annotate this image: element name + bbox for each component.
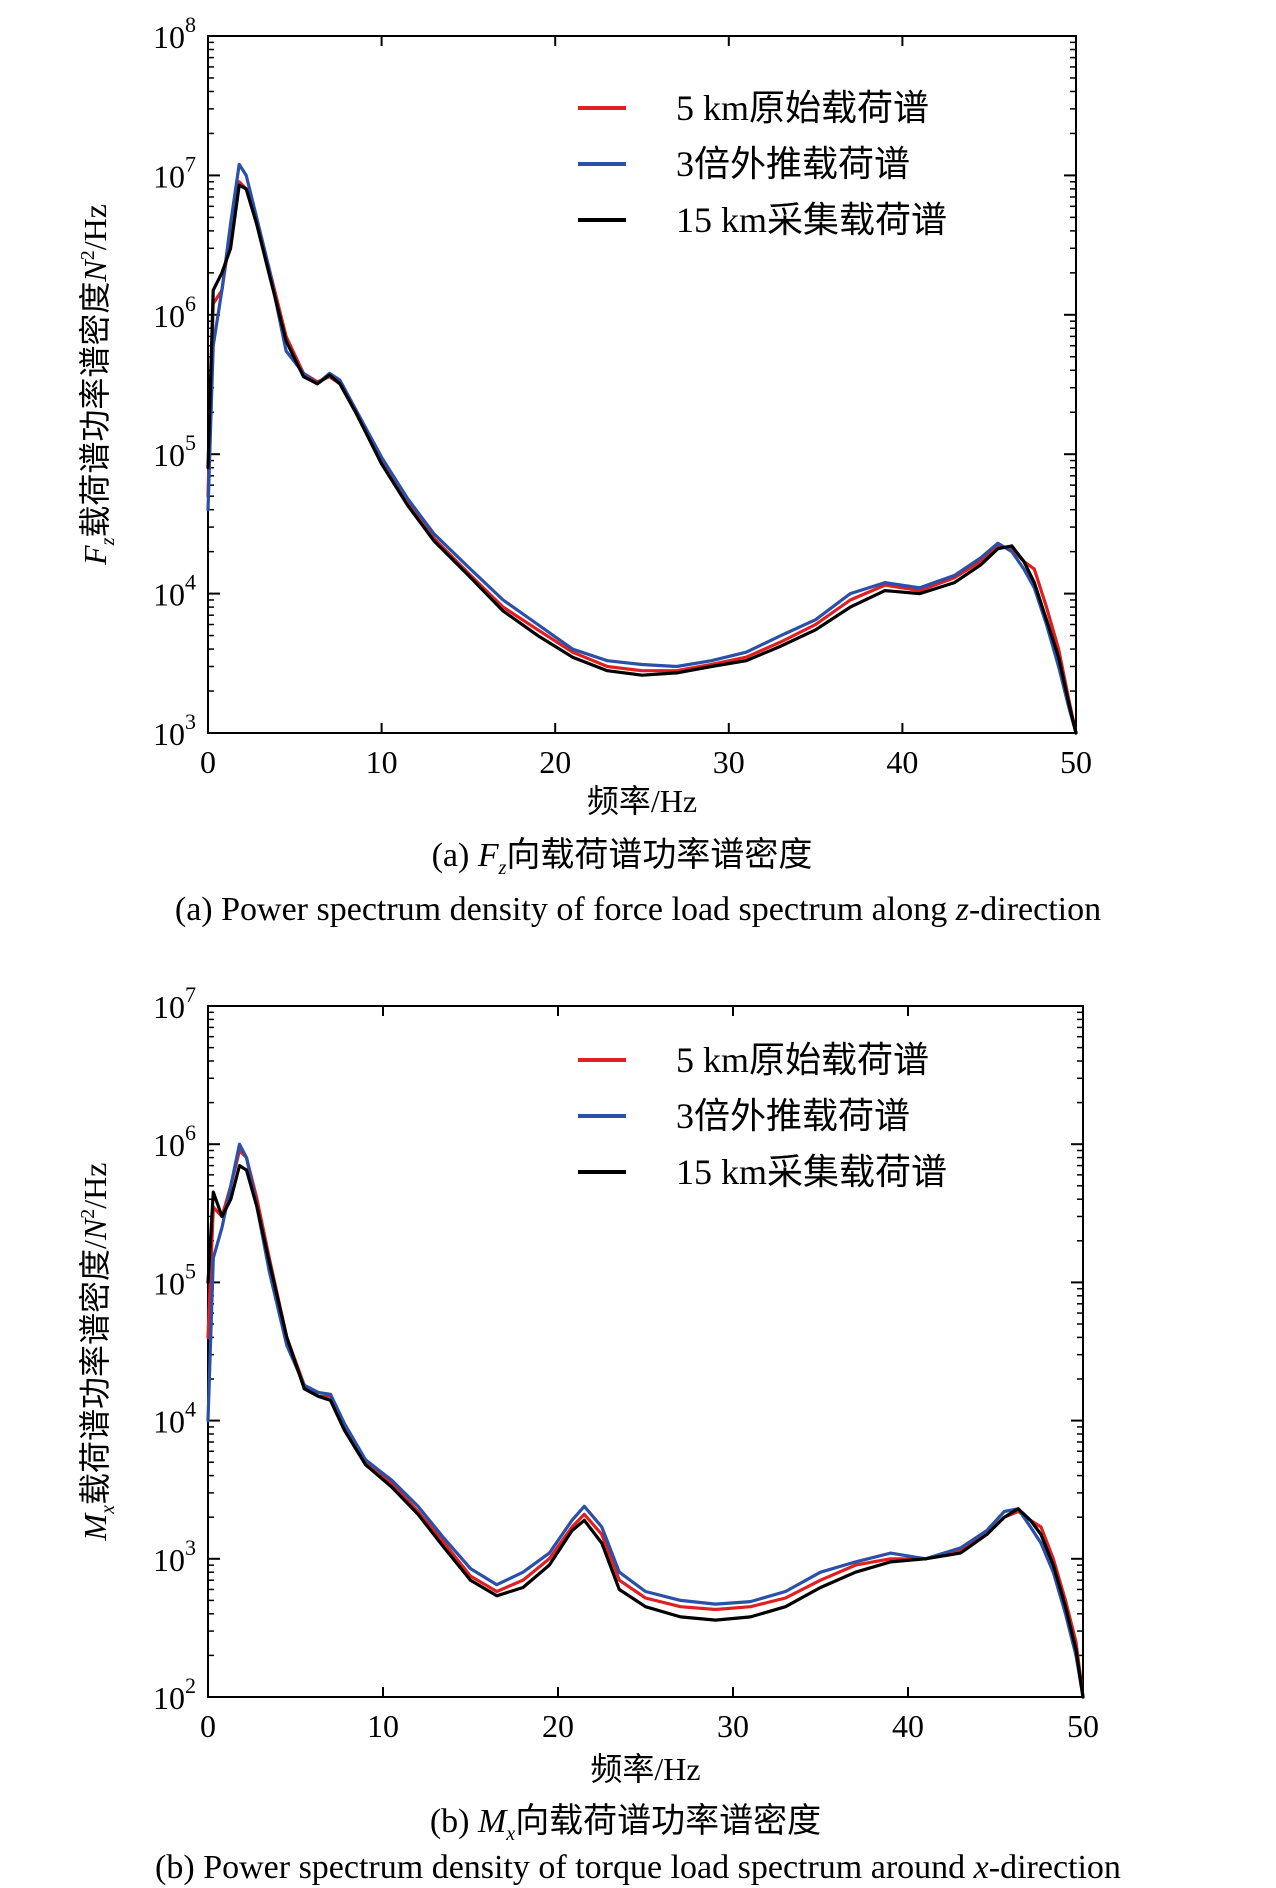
y-tick-exponent: 8 (185, 12, 196, 37)
y-axis-unit-exp: 2 (77, 1209, 99, 1219)
caption-en-text-b: -direction (989, 1849, 1121, 1886)
y-tick-base: 10 (153, 716, 185, 752)
y-tick-base: 10 (153, 19, 185, 55)
caption-chinese: (a) Fz向载荷谱功率谱密度 (432, 836, 813, 879)
caption-chinese: (b) Mx向载荷谱功率谱密度 (430, 1802, 821, 1845)
plot-frame (207, 35, 1077, 734)
series-line-1 (206, 1142, 1085, 1699)
plot-frame (207, 1005, 1084, 1698)
y-tick-base: 10 (153, 158, 185, 194)
y-tick-label: 103 (153, 709, 196, 752)
caption-cn-prefix: (b) (430, 1803, 478, 1840)
y-axis-unit-n: N (77, 259, 113, 283)
x-tick-label: 10 (367, 1708, 399, 1744)
y-axis-unit-n: N (77, 1217, 113, 1241)
legend-label-2: 15 km采集载荷谱 (676, 1152, 947, 1192)
y-axis-unit-tail: /Hz (77, 204, 113, 250)
caption-en-variable: z (955, 891, 969, 928)
y-axis-variable: F (77, 545, 113, 566)
x-tick-label: 50 (1067, 1708, 1099, 1744)
x-tick-label: 20 (542, 1708, 574, 1744)
y-axis-variable: M (77, 1512, 113, 1542)
y-tick-label: 107 (153, 982, 196, 1025)
y-tick-exponent: 5 (185, 430, 196, 455)
y-tick-base: 10 (153, 1542, 185, 1578)
y-tick-label: 107 (153, 151, 196, 194)
y-tick-exponent: 7 (185, 982, 196, 1007)
y-tick-exponent: 2 (185, 1673, 196, 1698)
x-tick-label: 0 (200, 1708, 216, 1744)
y-axis-subscript: z (97, 537, 119, 546)
y-axis-label-text: 载荷谱功率谱密度/ (77, 1240, 113, 1505)
legend-label-0: 5 km原始载荷谱 (676, 1040, 929, 1080)
y-tick-exponent: 4 (185, 570, 196, 595)
x-axis-title: 频率/Hz (590, 1751, 700, 1787)
y-tick-label: 104 (153, 570, 196, 613)
y-tick-base: 10 (153, 298, 185, 334)
x-tick-label: 20 (539, 744, 571, 780)
y-tick-exponent: 5 (185, 1258, 196, 1283)
caption-cn-variable: M (477, 1803, 508, 1840)
y-tick-base: 10 (153, 1404, 185, 1440)
series-line-2 (206, 1163, 1085, 1699)
y-tick-exponent: 3 (185, 1535, 196, 1560)
y-tick-label: 106 (153, 291, 196, 334)
caption-cn-text: 向载荷谱功率谱密度 (515, 1802, 821, 1840)
caption-en-text-a: (b) Power spectrum density of torque loa… (155, 1849, 974, 1886)
y-axis-unit-tail: /Hz (77, 1163, 113, 1209)
y-tick-base: 10 (153, 577, 185, 613)
caption-en-text-b: -direction (969, 891, 1101, 928)
series-line-2 (206, 183, 1078, 735)
y-tick-label: 103 (153, 1535, 196, 1578)
x-tick-label: 40 (886, 744, 918, 780)
caption-english: (b) Power spectrum density of torque loa… (155, 1849, 1121, 1886)
y-tick-base: 10 (153, 989, 185, 1025)
caption-cn-prefix: (a) (432, 837, 478, 874)
caption-cn-text: 向载荷谱功率谱密度 (506, 836, 812, 874)
caption-en-text-a: (a) Power spectrum density of force load… (175, 891, 956, 928)
x-tick-label: 30 (713, 744, 745, 780)
x-tick-label: 40 (892, 1708, 924, 1744)
legend-label-0: 5 km原始载荷谱 (676, 88, 929, 128)
x-axis-title: 频率/Hz (587, 783, 697, 819)
y-axis-label-text: 载荷谱功率谱密度 (77, 282, 113, 538)
x-tick-label: 30 (717, 1708, 749, 1744)
y-tick-exponent: 6 (185, 291, 196, 316)
y-tick-exponent: 6 (185, 1120, 196, 1145)
y-tick-base: 10 (153, 437, 185, 473)
caption-cn-variable: F (477, 837, 500, 874)
caption-cn-subscript: x (505, 1823, 515, 1845)
y-tick-exponent: 3 (185, 709, 196, 734)
x-tick-label: 0 (200, 744, 216, 780)
x-tick-label: 50 (1060, 744, 1092, 780)
y-tick-label: 104 (153, 1397, 196, 1440)
y-axis-title: Mx载荷谱功率谱密度/N2/Hz (77, 1163, 119, 1542)
caption-en-variable: x (973, 1849, 989, 1886)
x-tick-label: 10 (366, 744, 398, 780)
legend-label-2: 15 km采集载荷谱 (676, 200, 947, 240)
y-tick-base: 10 (153, 1680, 185, 1716)
y-tick-label: 102 (153, 1673, 196, 1716)
y-tick-label: 105 (153, 1258, 196, 1301)
y-tick-base: 10 (153, 1127, 185, 1163)
caption-cn-subscript: z (498, 857, 507, 879)
y-axis-subscript: x (97, 1505, 119, 1515)
y-tick-exponent: 4 (185, 1397, 196, 1422)
y-tick-label: 105 (153, 430, 196, 473)
legend-label-1: 3倍外推载荷谱 (676, 1096, 910, 1136)
y-axis-unit-exp: 2 (77, 250, 99, 260)
y-tick-exponent: 7 (185, 151, 196, 176)
legend-label-1: 3倍外推载荷谱 (676, 144, 910, 184)
y-tick-label: 106 (153, 1120, 196, 1163)
caption-english: (a) Power spectrum density of force load… (175, 891, 1101, 928)
y-tick-base: 10 (153, 1265, 185, 1301)
y-axis-title: Fz载荷谱功率谱密度N2/Hz (77, 204, 119, 566)
y-tick-label: 108 (153, 12, 196, 55)
